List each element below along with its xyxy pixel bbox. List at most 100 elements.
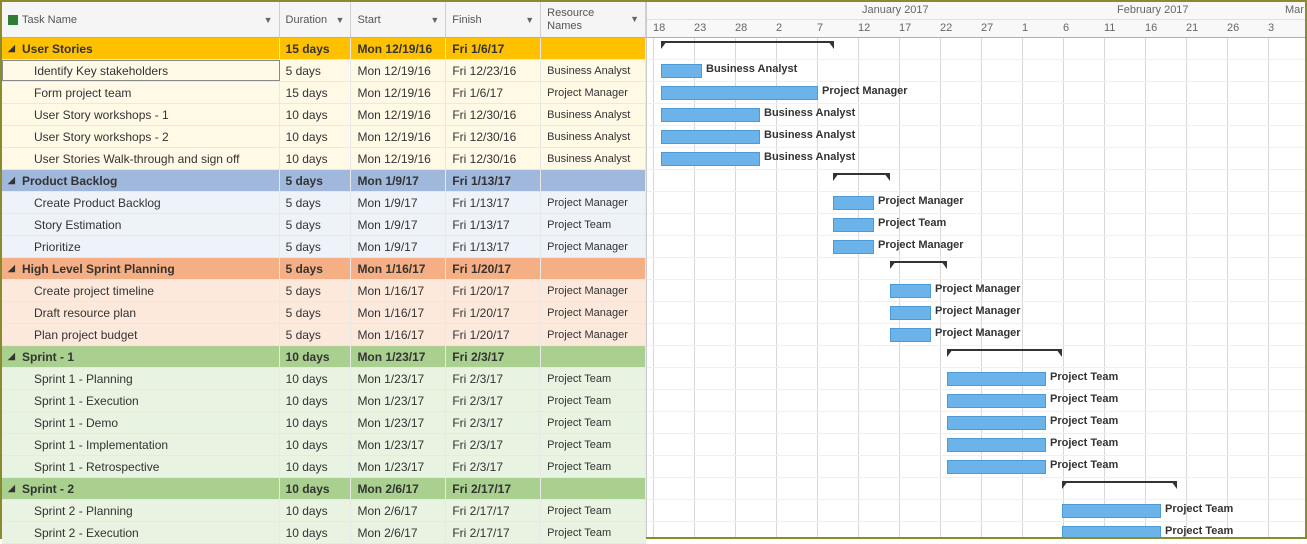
start-cell[interactable]: Mon 1/16/17 bbox=[351, 324, 446, 345]
task-row[interactable]: Sprint 2 - Planning10 daysMon 2/6/17Fri … bbox=[2, 500, 646, 522]
finish-cell[interactable]: Fri 2/3/17 bbox=[446, 368, 541, 389]
resource-cell[interactable]: Project Manager bbox=[541, 280, 646, 301]
duration-cell[interactable]: 5 days bbox=[280, 236, 352, 257]
summary-bar[interactable] bbox=[833, 173, 890, 179]
task-name-cell[interactable]: ◢Sprint - 2 bbox=[2, 478, 280, 499]
finish-cell[interactable]: Fri 1/20/17 bbox=[446, 280, 541, 301]
finish-cell[interactable]: Fri 1/13/17 bbox=[446, 170, 541, 191]
resource-cell[interactable]: Business Analyst bbox=[541, 126, 646, 147]
resource-cell[interactable]: Project Team bbox=[541, 390, 646, 411]
col-header-resources[interactable]: Resource Names ▼ bbox=[541, 2, 646, 37]
resource-cell[interactable]: Project Team bbox=[541, 434, 646, 455]
resource-cell[interactable] bbox=[541, 346, 646, 367]
chevron-down-icon[interactable]: ▼ bbox=[430, 15, 439, 25]
task-name-cell[interactable]: ◢Product Backlog bbox=[2, 170, 280, 191]
task-bar[interactable] bbox=[661, 86, 818, 100]
task-row[interactable]: Story Estimation5 daysMon 1/9/17Fri 1/13… bbox=[2, 214, 646, 236]
resource-cell[interactable]: Business Analyst bbox=[541, 104, 646, 125]
task-name-cell[interactable]: Sprint 2 - Planning bbox=[2, 500, 280, 521]
finish-cell[interactable]: Fri 1/20/17 bbox=[446, 324, 541, 345]
task-row[interactable]: Sprint 1 - Demo10 daysMon 1/23/17Fri 2/3… bbox=[2, 412, 646, 434]
col-header-task-name[interactable]: Task Name ▼ bbox=[2, 2, 280, 37]
duration-cell[interactable]: 10 days bbox=[280, 500, 352, 521]
task-name-cell[interactable]: Create Product Backlog bbox=[2, 192, 280, 213]
task-name-cell[interactable]: User Stories Walk-through and sign off bbox=[2, 148, 280, 169]
duration-cell[interactable]: 15 days bbox=[280, 82, 352, 103]
resource-cell[interactable]: Project Team bbox=[541, 368, 646, 389]
duration-cell[interactable]: 5 days bbox=[280, 302, 352, 323]
collapse-toggle-icon[interactable]: ◢ bbox=[8, 351, 18, 362]
task-bar[interactable] bbox=[947, 416, 1046, 430]
start-cell[interactable]: Mon 2/6/17 bbox=[351, 478, 446, 499]
start-cell[interactable]: Mon 1/23/17 bbox=[351, 390, 446, 411]
resource-cell[interactable]: Project Team bbox=[541, 500, 646, 521]
finish-cell[interactable]: Fri 2/3/17 bbox=[446, 456, 541, 477]
task-row[interactable]: Sprint 1 - Retrospective10 daysMon 1/23/… bbox=[2, 456, 646, 478]
task-bar[interactable] bbox=[947, 394, 1046, 408]
task-bar[interactable] bbox=[947, 460, 1046, 474]
duration-cell[interactable]: 10 days bbox=[280, 148, 352, 169]
duration-cell[interactable]: 5 days bbox=[280, 258, 352, 279]
chevron-down-icon[interactable]: ▼ bbox=[264, 15, 273, 25]
finish-cell[interactable]: Fri 2/3/17 bbox=[446, 346, 541, 367]
duration-cell[interactable]: 5 days bbox=[280, 170, 352, 191]
resource-cell[interactable]: Business Analyst bbox=[541, 60, 646, 81]
task-row[interactable]: Create project timeline5 daysMon 1/16/17… bbox=[2, 280, 646, 302]
duration-cell[interactable]: 10 days bbox=[280, 390, 352, 411]
start-cell[interactable]: Mon 12/19/16 bbox=[351, 82, 446, 103]
task-name-cell[interactable]: Form project team bbox=[2, 82, 280, 103]
task-name-cell[interactable]: Story Estimation bbox=[2, 214, 280, 235]
summary-row[interactable]: ◢Sprint - 110 daysMon 1/23/17Fri 2/3/17 bbox=[2, 346, 646, 368]
finish-cell[interactable]: Fri 1/13/17 bbox=[446, 192, 541, 213]
task-row[interactable]: Sprint 1 - Implementation10 daysMon 1/23… bbox=[2, 434, 646, 456]
task-name-cell[interactable]: Prioritize bbox=[2, 236, 280, 257]
resource-cell[interactable] bbox=[541, 38, 646, 59]
resource-cell[interactable]: Project Manager bbox=[541, 82, 646, 103]
start-cell[interactable]: Mon 2/6/17 bbox=[351, 522, 446, 543]
task-name-cell[interactable]: ◢High Level Sprint Planning bbox=[2, 258, 280, 279]
task-name-cell[interactable]: ◢Sprint - 1 bbox=[2, 346, 280, 367]
finish-cell[interactable]: Fri 1/20/17 bbox=[446, 302, 541, 323]
task-bar[interactable] bbox=[661, 130, 760, 144]
resource-cell[interactable]: Project Team bbox=[541, 522, 646, 543]
finish-cell[interactable]: Fri 12/23/16 bbox=[446, 60, 541, 81]
start-cell[interactable]: Mon 1/23/17 bbox=[351, 434, 446, 455]
duration-cell[interactable]: 5 days bbox=[280, 192, 352, 213]
start-cell[interactable]: Mon 1/16/17 bbox=[351, 302, 446, 323]
start-cell[interactable]: Mon 1/16/17 bbox=[351, 280, 446, 301]
collapse-toggle-icon[interactable]: ◢ bbox=[8, 175, 18, 186]
task-row[interactable]: Identify Key stakeholders5 daysMon 12/19… bbox=[2, 60, 646, 82]
task-row[interactable]: Draft resource plan5 daysMon 1/16/17Fri … bbox=[2, 302, 646, 324]
task-bar[interactable] bbox=[1062, 504, 1161, 518]
task-name-cell[interactable]: Sprint 2 - Execution bbox=[2, 522, 280, 543]
finish-cell[interactable]: Fri 2/17/17 bbox=[446, 500, 541, 521]
task-bar[interactable] bbox=[833, 240, 874, 254]
summary-row[interactable]: ◢High Level Sprint Planning5 daysMon 1/1… bbox=[2, 258, 646, 280]
task-bar[interactable] bbox=[661, 152, 760, 166]
start-cell[interactable]: Mon 2/6/17 bbox=[351, 500, 446, 521]
finish-cell[interactable]: Fri 1/20/17 bbox=[446, 258, 541, 279]
task-row[interactable]: Create Product Backlog5 daysMon 1/9/17Fr… bbox=[2, 192, 646, 214]
finish-cell[interactable]: Fri 1/13/17 bbox=[446, 236, 541, 257]
duration-cell[interactable]: 5 days bbox=[280, 214, 352, 235]
task-name-cell[interactable]: User Story workshops - 1 bbox=[2, 104, 280, 125]
summary-bar[interactable] bbox=[947, 349, 1062, 355]
task-row[interactable]: Prioritize5 daysMon 1/9/17Fri 1/13/17Pro… bbox=[2, 236, 646, 258]
task-bar[interactable] bbox=[890, 284, 931, 298]
resource-cell[interactable]: Business Analyst bbox=[541, 148, 646, 169]
resource-cell[interactable]: Project Team bbox=[541, 412, 646, 433]
resource-cell[interactable] bbox=[541, 258, 646, 279]
task-name-cell[interactable]: Sprint 1 - Planning bbox=[2, 368, 280, 389]
summary-row[interactable]: ◢User Stories15 daysMon 12/19/16Fri 1/6/… bbox=[2, 38, 646, 60]
duration-cell[interactable]: 10 days bbox=[280, 456, 352, 477]
finish-cell[interactable]: Fri 2/3/17 bbox=[446, 390, 541, 411]
resource-cell[interactable]: Project Manager bbox=[541, 236, 646, 257]
finish-cell[interactable]: Fri 1/6/17 bbox=[446, 82, 541, 103]
finish-cell[interactable]: Fri 12/30/16 bbox=[446, 148, 541, 169]
start-cell[interactable]: Mon 1/23/17 bbox=[351, 456, 446, 477]
task-name-cell[interactable]: User Story workshops - 2 bbox=[2, 126, 280, 147]
chevron-down-icon[interactable]: ▼ bbox=[525, 15, 534, 25]
start-cell[interactable]: Mon 1/9/17 bbox=[351, 214, 446, 235]
col-header-duration[interactable]: Duration ▼ bbox=[280, 2, 352, 37]
task-bar[interactable] bbox=[947, 438, 1046, 452]
